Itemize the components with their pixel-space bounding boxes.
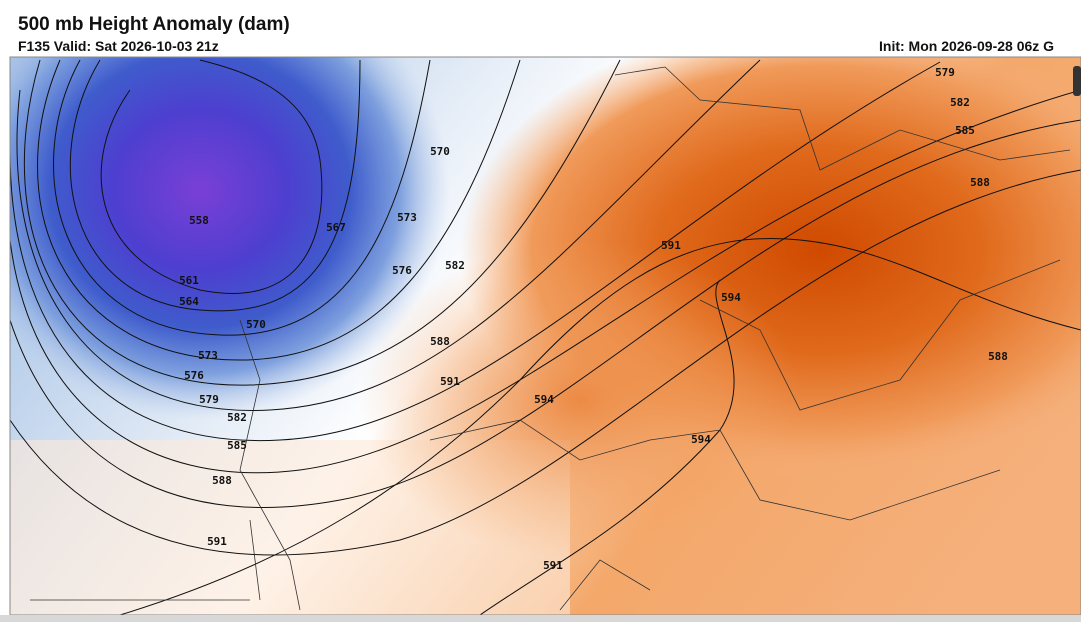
- contour-label: 579: [935, 66, 955, 79]
- contour-label: 582: [227, 411, 247, 424]
- contour-label: 591: [661, 239, 681, 252]
- contour-label: 570: [430, 145, 450, 158]
- contour-label: 588: [988, 350, 1008, 363]
- contour-label: 558: [189, 214, 209, 227]
- contour-label: 591: [440, 375, 460, 388]
- contour-label: 594: [691, 433, 711, 446]
- contour-label: 579: [199, 393, 219, 406]
- borders: [30, 66, 1071, 611]
- contour-label: 561: [179, 274, 199, 287]
- contour-label: 588: [430, 335, 450, 348]
- contour-label: 591: [207, 535, 227, 548]
- contour-label: 576: [184, 369, 204, 382]
- contours: [10, 59, 1081, 615]
- contour-label: 591: [543, 559, 563, 572]
- contour-label: 582: [445, 259, 465, 272]
- contour-label: 573: [397, 211, 417, 224]
- contour-label: 567: [326, 221, 346, 234]
- contour-label: 576: [392, 264, 412, 277]
- contour-label: 594: [534, 393, 554, 406]
- contour-label: 585: [227, 439, 247, 452]
- init-time: Init: Mon 2026-09-28 06z G: [879, 38, 1055, 54]
- side-control[interactable]: [1073, 66, 1081, 96]
- contour-label: 588: [212, 474, 232, 487]
- contour-label: 585: [955, 124, 975, 137]
- contour-labels: 579 582 585 588 570 573 567 558 561 564 570 576 582 5…: [179, 66, 1008, 572]
- contour-label: 573: [198, 349, 218, 362]
- valid-time: F135 Valid: Sat 2026-10-03 21z: [18, 38, 219, 54]
- bottom-bar: [0, 615, 1081, 622]
- map-title: 500 mb Height Anomaly (dam): [18, 14, 290, 35]
- contour-label: 570: [246, 318, 266, 331]
- contour-label: 564: [179, 295, 199, 308]
- contour-label: 582: [950, 96, 970, 109]
- contour-label: 594: [721, 291, 741, 304]
- contour-label: 588: [970, 176, 990, 189]
